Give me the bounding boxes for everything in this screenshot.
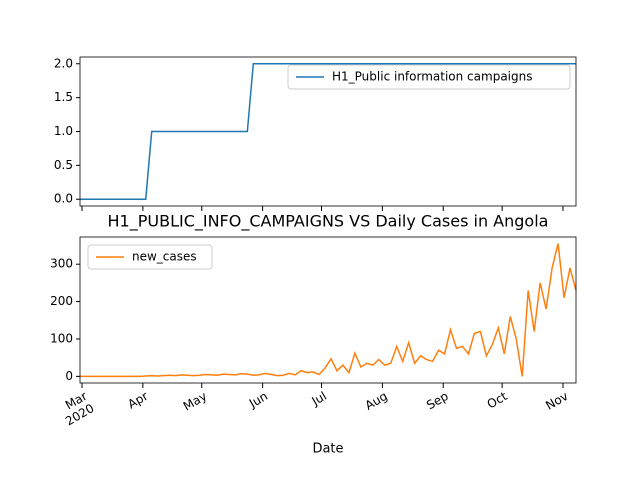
x-tick-label: Oct — [484, 388, 509, 411]
y-tick-label: 1.0 — [54, 124, 73, 138]
x-tick-label: Jun — [246, 389, 270, 411]
chart-title: H1_PUBLIC_INFO_CAMPAIGNS VS Daily Cases … — [108, 212, 549, 232]
y-tick-label: 0.0 — [54, 192, 73, 206]
y-tick-label: 0.5 — [54, 158, 73, 172]
x-tick-label: Jul — [308, 389, 328, 409]
y-tick-label: 1.5 — [54, 90, 73, 104]
axes-frame — [79, 56, 577, 207]
y-tick-label: 300 — [50, 257, 73, 271]
legend-box — [287, 64, 571, 90]
series-line — [80, 63, 576, 200]
x-tick-label: Nov — [543, 389, 570, 413]
x-tick-label: Apr — [125, 388, 150, 411]
legend-box — [87, 244, 213, 270]
x-tick-label: May — [181, 389, 209, 414]
axes-frame — [79, 236, 577, 384]
x-tick-label: Aug — [362, 389, 389, 413]
series-line — [80, 243, 577, 378]
legend-label: H1_Public information campaigns — [332, 70, 532, 84]
y-tick-label: 2.0 — [54, 56, 73, 70]
y-tick-label: 200 — [50, 294, 73, 308]
y-tick-label: 100 — [50, 331, 73, 345]
y-tick-label: 0 — [65, 369, 73, 383]
x-tick-label: Sep — [424, 389, 451, 412]
legend-label: new_cases — [132, 250, 197, 264]
x-tick-label: Mar2020 — [56, 388, 97, 428]
x-axis-label: Date — [312, 442, 343, 457]
